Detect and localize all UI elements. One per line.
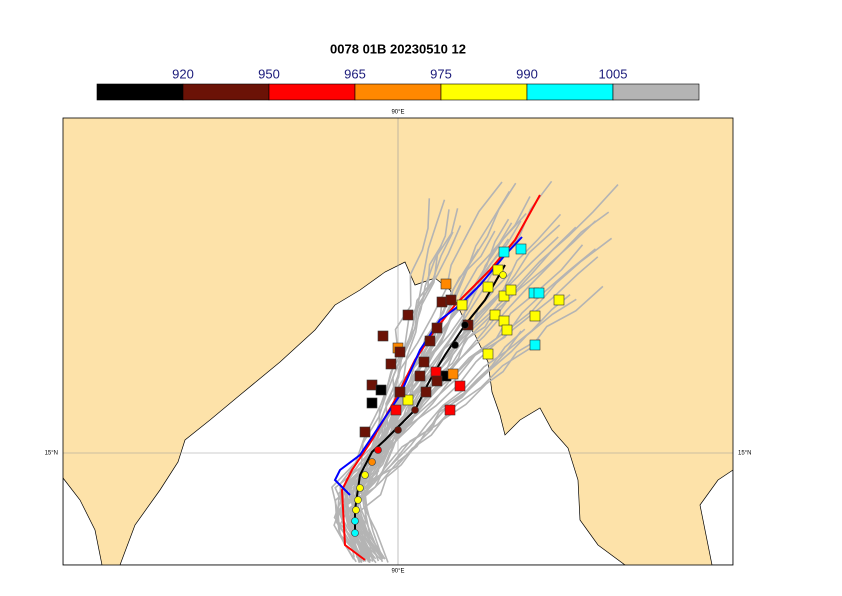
map <box>63 118 733 565</box>
bay-of-bengal <box>119 261 626 565</box>
member-marker <box>505 284 517 296</box>
member-marker <box>482 281 494 293</box>
member-marker <box>456 299 468 311</box>
member-marker <box>454 380 466 392</box>
member-marker <box>447 368 459 380</box>
member-marker <box>529 310 541 322</box>
member-marker <box>418 356 430 368</box>
lat-label-left: 15°N <box>45 451 58 457</box>
mean-marker <box>461 321 469 329</box>
member-marker <box>420 386 432 398</box>
mean-marker <box>411 406 419 414</box>
member-marker <box>402 394 414 406</box>
member-marker <box>377 330 389 342</box>
arabian-sea <box>63 477 103 565</box>
mean-marker <box>351 529 359 537</box>
member-marker <box>440 278 452 290</box>
track-blue <box>333 236 523 496</box>
member-marker <box>553 294 565 306</box>
lon-label-bottom: 90°E <box>391 569 404 575</box>
member-marker <box>498 315 510 327</box>
colorbar-segment <box>612 83 700 101</box>
colorbar-segment <box>268 83 356 101</box>
colorbar: 920 950 965 975 990 1005 <box>96 66 700 101</box>
mean-marker <box>354 496 362 504</box>
colorbar-segment <box>440 83 528 101</box>
lat-label-right: 15°N <box>738 451 751 457</box>
member-marker <box>529 339 541 351</box>
member-marker <box>436 296 448 308</box>
colorbar-segment <box>182 83 270 101</box>
member-marker <box>444 404 456 416</box>
mean-marker <box>351 517 359 525</box>
member-marker <box>489 309 501 321</box>
member-marker <box>366 397 378 409</box>
mean-marker <box>499 271 507 279</box>
member-marker <box>375 384 387 396</box>
colorbar-label: 965 <box>344 66 366 81</box>
member-marker <box>385 358 397 370</box>
colorbar-label: 1005 <box>599 66 628 81</box>
colorbar-label: 920 <box>172 66 194 81</box>
mean-marker <box>356 484 364 492</box>
gulf-of-thailand <box>699 469 733 565</box>
colorbar-label: 975 <box>430 66 452 81</box>
member-marker <box>492 264 504 276</box>
member-marker <box>424 335 436 347</box>
mean-marker <box>368 458 376 466</box>
colorbar-segment <box>526 83 614 101</box>
colorbar-segment <box>354 83 442 101</box>
member-marker <box>445 294 457 306</box>
member-marker <box>482 348 494 360</box>
member-marker <box>402 309 414 321</box>
member-marker <box>359 426 371 438</box>
colorbar-label: 990 <box>516 66 538 81</box>
mean-marker <box>352 506 360 514</box>
member-marker <box>390 404 402 416</box>
member-marker <box>501 324 513 336</box>
member-marker <box>431 375 443 387</box>
member-marker <box>533 287 545 299</box>
member-marker <box>430 366 442 378</box>
track <box>345 181 503 558</box>
mean-marker <box>451 341 459 349</box>
member-marker <box>498 290 510 302</box>
mean-marker <box>374 446 382 454</box>
mean-marker <box>394 426 402 434</box>
forecast-markers <box>351 243 565 537</box>
member-marker <box>394 346 406 358</box>
member-marker <box>498 246 510 258</box>
colorbar-segment <box>96 83 184 101</box>
member-marker <box>431 322 443 334</box>
map-frame <box>62 117 734 566</box>
member-marker <box>394 386 406 398</box>
member-marker <box>414 370 426 382</box>
colorbar-label: 950 <box>258 66 280 81</box>
lon-label-top: 90°E <box>391 110 404 116</box>
title: 0078 01B 20230510 12 <box>330 41 466 56</box>
member-marker <box>515 243 527 255</box>
mean-marker <box>361 471 369 479</box>
member-marker <box>366 379 378 391</box>
